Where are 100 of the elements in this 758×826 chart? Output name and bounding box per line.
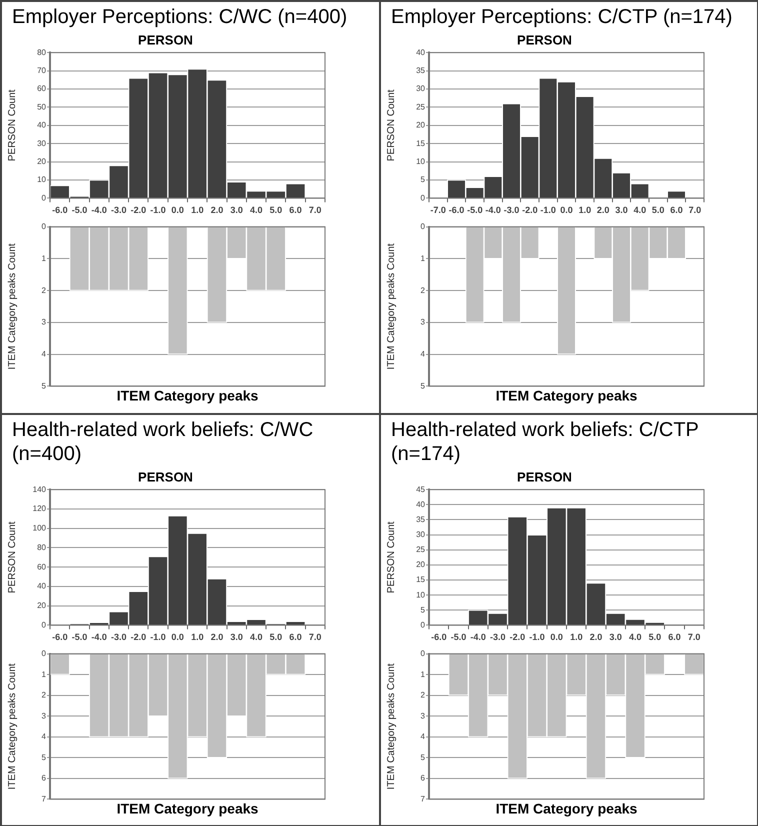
y-tick-label: 120 [32, 504, 47, 514]
chart-subtitle: PERSON [138, 469, 193, 484]
y-tick-label: 40 [416, 48, 426, 57]
y-axis-title: PERSON Count [386, 89, 397, 162]
y-tick-label: 20 [416, 120, 426, 130]
y-axis-title: ITEM Category peaks Count [386, 663, 397, 790]
y-tick-label: 80 [37, 542, 47, 552]
y-tick-label: 0 [420, 649, 426, 658]
y-tick-label: 5 [42, 381, 47, 390]
x-tick-label: 5.0 [648, 632, 662, 642]
chart-subtitle: PERSON [517, 32, 572, 48]
y-tick-label: 50 [37, 102, 47, 112]
x-tick-label: 3.0 [615, 205, 628, 216]
y-tick-label: 3 [420, 318, 426, 327]
x-tick-label: -6.0 [431, 632, 447, 642]
x-tick-label: -4.0 [91, 632, 107, 642]
x-tick-label: -6.0 [52, 632, 68, 642]
y-tick-label: 0 [42, 649, 47, 658]
y-tick-label: 6 [42, 774, 47, 783]
x-tick-label: -5.0 [72, 205, 88, 216]
y-tick-label: 0 [42, 620, 47, 630]
y-tick-label: 2 [420, 286, 426, 295]
y-tick-label: 30 [416, 84, 426, 94]
x-tick-label: 5.0 [270, 205, 282, 216]
y-tick-label: 140 [32, 484, 47, 494]
x-tick-label: -4.0 [470, 632, 486, 642]
y-tick-label: 20 [416, 560, 426, 570]
x-tick-label: -1.0 [540, 205, 556, 216]
chart-subtitle: PERSON [138, 32, 193, 48]
x-tick-label: 3.0 [609, 632, 622, 642]
x-tick-label: -5.0 [450, 632, 466, 642]
y-tick-label: 4 [42, 350, 47, 359]
x-axis-title: ITEM Category peaks [116, 387, 259, 404]
x-tick-label: -2.0 [522, 205, 538, 216]
x-tick-label: -3.0 [110, 632, 127, 642]
x-tick-label: 4.0 [250, 205, 263, 216]
x-tick-label: 6.0 [670, 205, 683, 216]
y-tick-label: 3 [420, 711, 426, 720]
x-tick-label: -5.0 [72, 632, 88, 642]
chart-subtitle: PERSON [517, 469, 572, 484]
y-axis-title: ITEM Category peaks Count [6, 243, 18, 370]
x-tick-label: 6.0 [289, 632, 302, 642]
x-tick-label: 6.0 [289, 205, 302, 216]
y-tick-label: 10 [416, 590, 426, 600]
y-tick-label: 25 [416, 545, 426, 554]
x-tick-label: -3.0 [504, 205, 520, 216]
y-tick-label: 1 [420, 254, 426, 263]
chart-title: Health-related work beliefs: C/CTP (n=174) [390, 418, 700, 467]
y-tick-label: 0 [42, 193, 47, 202]
chart-title: Health-related work beliefs: C/WC (n=400) [11, 418, 314, 467]
y-tick-label: 5 [420, 752, 426, 762]
y-tick-label: 60 [37, 84, 47, 94]
y-tick-label: 100 [32, 524, 47, 533]
x-tick-label: -1.0 [150, 205, 166, 216]
x-tick-label: 6.0 [668, 632, 681, 642]
y-tick-label: 0 [420, 222, 426, 232]
x-tick-label: 1.0 [570, 632, 583, 642]
y-axis-title: PERSON Count [386, 521, 397, 594]
x-tick-label: 2.0 [210, 205, 224, 216]
x-tick-label: -4.0 [91, 205, 107, 216]
x-tick-label: -2.0 [510, 632, 526, 642]
x-axis-title: ITEM Category peaks [496, 387, 638, 404]
x-tick-label: -4.0 [485, 205, 501, 216]
x-tick-label: -6.0 [448, 205, 464, 216]
x-tick-label: 1.0 [191, 205, 204, 216]
x-tick-label: 2.0 [596, 205, 610, 216]
y-tick-label: 60 [37, 562, 47, 572]
y-tick-label: 30 [37, 138, 47, 148]
y-tick-label: 45 [416, 484, 426, 494]
x-tick-label: 4.0 [250, 632, 263, 642]
y-axis-title: ITEM Category peaks Count [386, 243, 397, 370]
y-tick-label: 4 [420, 350, 426, 359]
x-tick-label: -1.0 [529, 632, 545, 642]
x-axis-title: ITEM Category peaks [116, 800, 259, 816]
y-tick-label: 25 [416, 102, 426, 112]
x-tick-label: -7.0 [430, 205, 446, 216]
y-tick-label: 15 [416, 575, 426, 584]
y-tick-label: 5 [420, 175, 426, 184]
y-tick-label: 0 [42, 222, 47, 232]
x-tick-label: 3.0 [230, 205, 243, 216]
y-tick-label: 30 [416, 530, 426, 540]
y-tick-label: 0 [420, 193, 426, 202]
x-tick-label: 7.0 [688, 205, 702, 216]
y-tick-label: 1 [42, 670, 47, 679]
x-tick-label: 5.0 [270, 632, 282, 642]
x-tick-label: 2.0 [590, 632, 602, 642]
y-tick-label: 4 [42, 732, 47, 742]
x-tick-label: 1.0 [578, 205, 592, 216]
y-axis-title: PERSON Count [6, 521, 18, 594]
x-tick-label: -1.0 [150, 632, 166, 642]
y-tick-label: 6 [420, 774, 426, 783]
x-tick-label: -2.0 [130, 632, 146, 642]
y-tick-label: 2 [42, 286, 47, 295]
y-tick-label: 2 [42, 690, 47, 700]
y-tick-label: 20 [37, 601, 47, 610]
y-tick-label: 80 [37, 48, 47, 57]
x-tick-label: 0.0 [171, 632, 184, 642]
y-tick-label: 0 [420, 620, 426, 630]
y-tick-label: 70 [37, 66, 47, 76]
x-tick-label: -3.0 [490, 632, 506, 642]
